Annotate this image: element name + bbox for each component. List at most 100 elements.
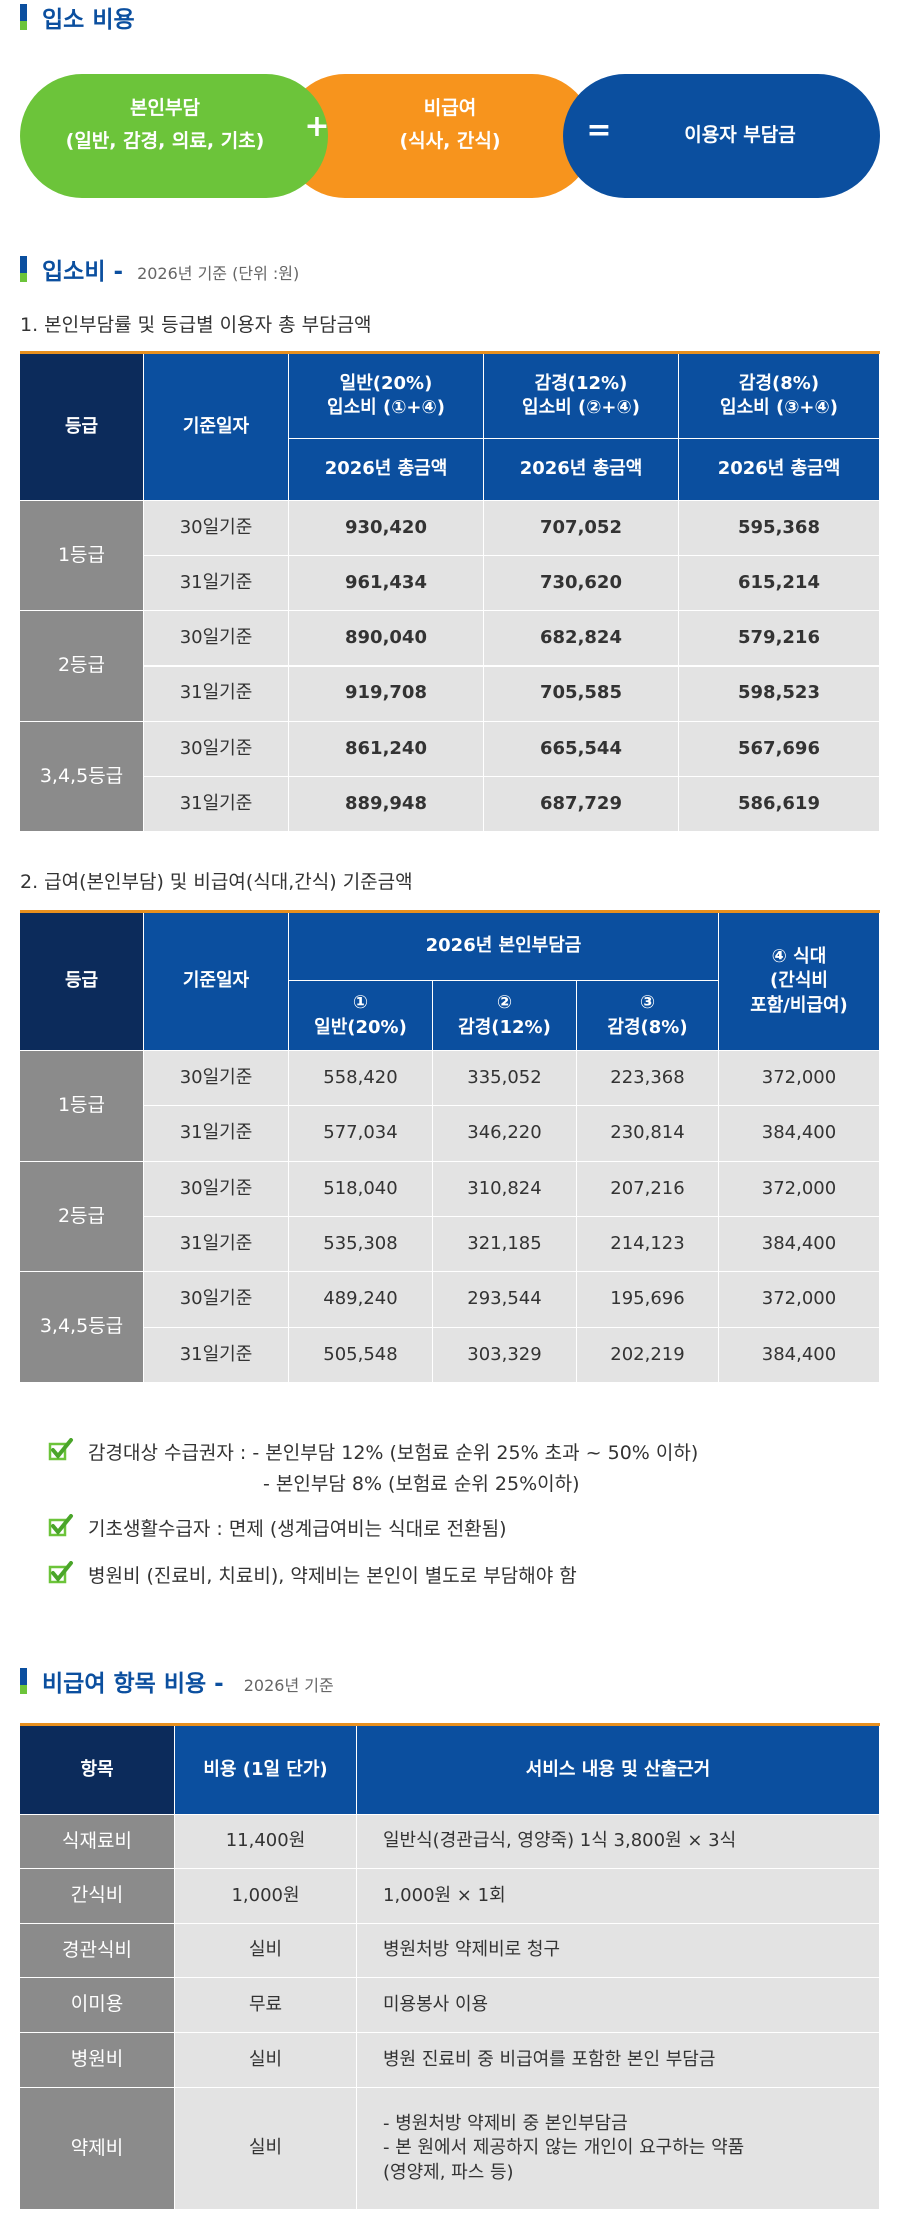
title-dash: -: [113, 259, 124, 285]
value-cell: 567,696: [679, 721, 880, 777]
cell-text: 303,329: [467, 1343, 542, 1365]
cell-text: 30일기준: [179, 1288, 253, 1310]
cell-text: 579,216: [738, 627, 820, 649]
cell-text: 598,523: [738, 682, 820, 704]
cell-text: 505,548: [323, 1343, 398, 1365]
cell-text: 입소비 (③+④): [720, 397, 838, 418]
cell-text: 384,400: [761, 1233, 837, 1255]
cell-text: 2026년 본인부담금: [425, 935, 582, 957]
check-icon: [48, 1561, 73, 1584]
value-cell: 579,216: [679, 611, 880, 667]
cost-cell: 1,000원: [175, 1869, 357, 1924]
cell-text: 비용 (1일 단가): [203, 1758, 328, 1780]
value-cell: 346,220: [433, 1106, 577, 1162]
title-text: 비급여 항목 비용: [42, 1671, 207, 1697]
grade-cell: 1등급: [20, 501, 144, 612]
cost-cell: 11,400원: [175, 1815, 357, 1869]
value-cell: 705,585: [484, 666, 679, 722]
cell-text: (영양제, 파스 등): [383, 2161, 514, 2183]
cell-text: 일반식(경관급식, 영양죽) 1식 3,800원 × 3식: [383, 1830, 737, 1852]
cell-text: 567,696: [738, 737, 820, 759]
cell-text: 3,4,5등급: [39, 764, 124, 787]
cell-text: 무료: [248, 1993, 283, 2015]
note-line: - 본인부담 8% (보험료 순위 25%이하): [263, 1473, 580, 1495]
cell-text: 615,214: [738, 572, 820, 594]
value-cell: 195,696: [577, 1272, 719, 1328]
cell-text: 서비스 내용 및 산출근거: [525, 1758, 711, 1780]
table-top-border: [20, 1723, 880, 1726]
value-cell: 730,620: [484, 556, 679, 612]
cell-text: 약제비: [70, 2136, 124, 2159]
value-cell: 505,548: [289, 1327, 433, 1383]
grade-cell: 1등급: [20, 1051, 144, 1162]
header-cell: 2026년 총금액: [484, 439, 679, 501]
header-cell: 감경(12%) 입소비 (②+④): [484, 354, 679, 439]
cell-text: 919,708: [345, 682, 427, 704]
cell-text: 730,620: [540, 572, 622, 594]
value-cell: 861,240: [289, 721, 484, 777]
cell-text: 30일기준: [179, 1067, 253, 1089]
section-marker: [20, 256, 27, 282]
basis-cell: 30일기준: [144, 721, 289, 777]
value-cell: 595,368: [679, 501, 880, 557]
cell-text: 일반(20%): [339, 372, 433, 394]
check-box: [48, 1518, 67, 1537]
value-cell: 223,368: [577, 1051, 719, 1107]
value-cell: 707,052: [484, 501, 679, 557]
cell-text: 31일기준: [179, 682, 253, 704]
cell-text: 321,185: [467, 1233, 542, 1255]
cell-text: 경관식비: [62, 1938, 132, 1961]
title-dash: -: [214, 1671, 224, 1697]
cell-text: 31일기준: [179, 792, 253, 814]
cell-text: ④ 식대: [771, 946, 827, 968]
basis-cell: 30일기준: [144, 611, 289, 667]
cell-text: 3,4,5등급: [39, 1315, 124, 1338]
cell-text: 586,619: [738, 792, 820, 814]
value-cell: 598,523: [679, 666, 880, 722]
cost-cell: 무료: [175, 1978, 357, 2033]
cell-text: 558,420: [323, 1067, 398, 1089]
cell-text: 518,040: [323, 1177, 398, 1199]
desc-cell: 일반식(경관급식, 영양죽) 1식 3,800원 × 3식: [357, 1815, 880, 1869]
value-cell: 335,052: [433, 1051, 577, 1107]
cell-text: 31일기준: [179, 1122, 253, 1144]
note-text: 감경대상 수급권자 : - 본인부담 12% (보험료 순위 25% 초과 ~ …: [88, 1438, 698, 1465]
cell-text: 223,368: [610, 1067, 685, 1089]
check-box: [48, 1565, 67, 1584]
value-cell: 321,185: [433, 1217, 577, 1273]
cell-text: 30일기준: [179, 627, 253, 649]
value-cell: 558,420: [289, 1051, 433, 1107]
cell-text: 2등급: [57, 654, 106, 677]
cell-text: 489,240: [323, 1288, 398, 1310]
desc-cell: 병원처방 약제비로 청구: [357, 1924, 880, 1978]
basis-cell: 30일기준: [144, 1051, 289, 1107]
cell-text: 230,814: [610, 1122, 685, 1144]
cell-text: 335,052: [467, 1067, 542, 1089]
check-mark: [51, 1514, 73, 1536]
cell-text: - 본 원에서 제공하지 않는 개인이 요구하는 약품: [383, 2137, 745, 2159]
item-cell: 이미용: [20, 1978, 175, 2033]
desc-cell: 미용봉사 이용: [357, 1978, 880, 2033]
header-cell: 등급: [20, 354, 144, 501]
equals-sign: =: [586, 113, 612, 148]
cell-text: ③: [639, 992, 656, 1014]
cell-text: 384,400: [761, 1122, 837, 1144]
cell-text: 293,544: [467, 1288, 542, 1310]
cell-text: 입소비 (②+④): [522, 397, 640, 418]
cell-text: 30일기준: [179, 737, 253, 759]
cost-cell: 실비: [175, 2033, 357, 2088]
non-covered-pill: [283, 74, 594, 198]
header-cell: 비용 (1일 단가): [175, 1726, 357, 1815]
value-cell: 665,544: [484, 721, 679, 777]
value-cell: 961,434: [289, 556, 484, 612]
cell-text: 2026년 총금액: [324, 458, 448, 480]
cell-text: 감경(12%): [458, 1016, 551, 1038]
basis-cell: 31일기준: [144, 1106, 289, 1162]
cell-text: 202,219: [610, 1343, 685, 1365]
cell-text: 535,308: [323, 1233, 398, 1255]
cell-text: 889,948: [345, 792, 427, 814]
header-cell: 등급: [20, 913, 144, 1051]
value-cell: 615,214: [679, 556, 880, 612]
